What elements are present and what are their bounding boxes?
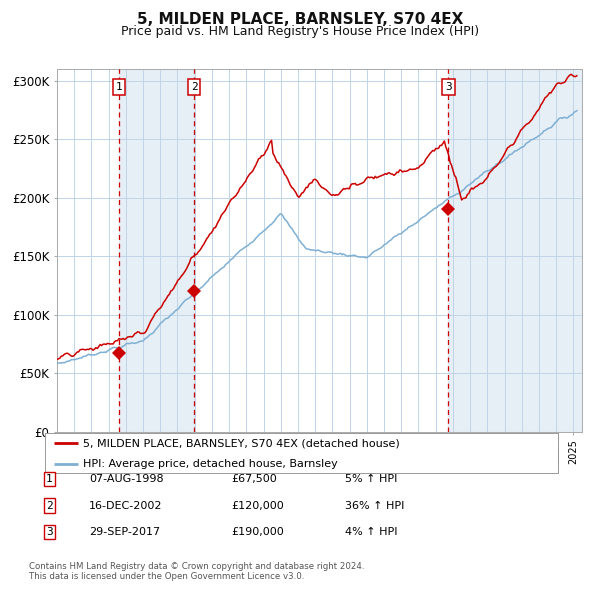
Text: This data is licensed under the Open Government Licence v3.0.: This data is licensed under the Open Gov… — [29, 572, 304, 581]
Text: 07-AUG-1998: 07-AUG-1998 — [89, 474, 163, 484]
Text: 29-SEP-2017: 29-SEP-2017 — [89, 527, 160, 537]
Text: 2: 2 — [46, 501, 53, 510]
Text: £67,500: £67,500 — [231, 474, 277, 484]
Bar — [448, 69, 582, 432]
Text: £190,000: £190,000 — [231, 527, 284, 537]
Text: 5% ↑ HPI: 5% ↑ HPI — [345, 474, 397, 484]
Text: 1: 1 — [115, 82, 122, 91]
Text: 5, MILDEN PLACE, BARNSLEY, S70 4EX (detached house): 5, MILDEN PLACE, BARNSLEY, S70 4EX (deta… — [83, 438, 400, 448]
Text: 1: 1 — [46, 474, 53, 484]
Text: 3: 3 — [445, 82, 452, 91]
Text: 2: 2 — [191, 82, 197, 91]
Text: 36% ↑ HPI: 36% ↑ HPI — [345, 501, 404, 510]
Text: 4% ↑ HPI: 4% ↑ HPI — [345, 527, 398, 537]
Text: Contains HM Land Registry data © Crown copyright and database right 2024.: Contains HM Land Registry data © Crown c… — [29, 562, 364, 571]
Text: Price paid vs. HM Land Registry's House Price Index (HPI): Price paid vs. HM Land Registry's House … — [121, 25, 479, 38]
Text: 3: 3 — [46, 527, 53, 537]
Text: 16-DEC-2002: 16-DEC-2002 — [89, 501, 162, 510]
Bar — [119, 69, 194, 432]
Text: £120,000: £120,000 — [231, 501, 284, 510]
Text: 5, MILDEN PLACE, BARNSLEY, S70 4EX: 5, MILDEN PLACE, BARNSLEY, S70 4EX — [137, 12, 463, 27]
Text: HPI: Average price, detached house, Barnsley: HPI: Average price, detached house, Barn… — [83, 460, 338, 470]
